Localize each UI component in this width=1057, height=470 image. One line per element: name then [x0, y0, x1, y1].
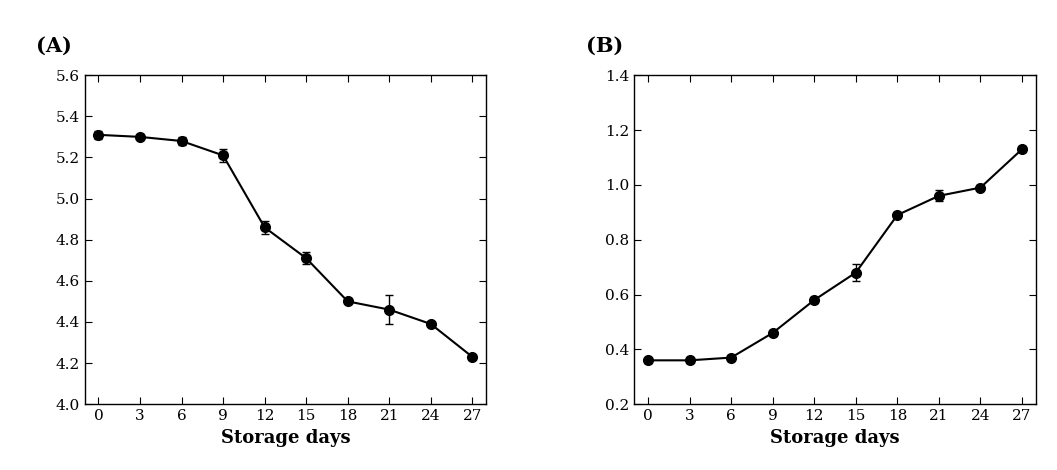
X-axis label: Storage days: Storage days: [221, 429, 350, 446]
X-axis label: Storage days: Storage days: [771, 429, 900, 446]
Text: (B): (B): [586, 36, 624, 56]
Text: (A): (A): [36, 36, 72, 56]
